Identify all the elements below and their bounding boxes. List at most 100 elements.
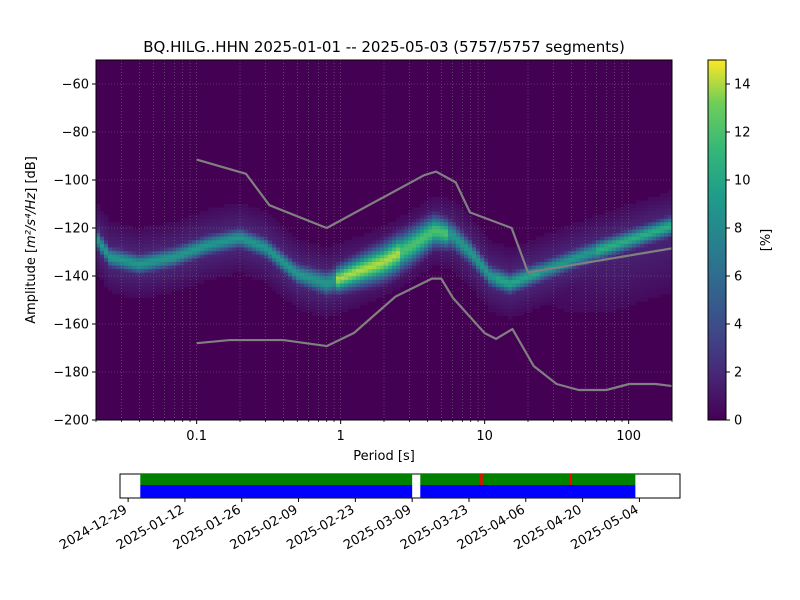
density-cell bbox=[444, 232, 449, 237]
density-cell bbox=[664, 283, 669, 288]
density-cell bbox=[292, 272, 297, 277]
density-cell bbox=[596, 279, 601, 284]
density-cell bbox=[536, 290, 541, 295]
density-cell bbox=[580, 232, 585, 237]
density-cell bbox=[480, 258, 485, 262]
density-cell bbox=[508, 286, 513, 291]
density-cell bbox=[208, 240, 213, 244]
density-cell bbox=[600, 243, 605, 248]
density-cell bbox=[592, 218, 597, 223]
density-cell bbox=[100, 225, 105, 230]
density-cell bbox=[548, 301, 553, 306]
density-cell bbox=[612, 286, 617, 291]
density-cell bbox=[616, 286, 621, 291]
x-axis: 0.1 1 10 100 bbox=[95, 420, 673, 444]
density-cell bbox=[392, 232, 397, 237]
density-cell bbox=[500, 276, 505, 280]
density-cell bbox=[616, 225, 621, 230]
density-cell bbox=[360, 258, 365, 262]
density-cell bbox=[348, 250, 353, 255]
density-cell bbox=[216, 211, 221, 216]
density-cell bbox=[120, 276, 125, 280]
density-cell bbox=[224, 261, 229, 266]
density-cell bbox=[664, 222, 669, 226]
density-cell bbox=[580, 272, 585, 277]
density-cell bbox=[204, 240, 209, 244]
density-cell bbox=[632, 258, 637, 262]
density-cell bbox=[372, 286, 377, 291]
density-cell bbox=[620, 297, 625, 302]
density-cell bbox=[328, 297, 333, 302]
density-cell bbox=[400, 214, 405, 219]
density-cell bbox=[628, 240, 633, 244]
density-cell bbox=[304, 308, 309, 313]
density-cell bbox=[448, 229, 453, 234]
density-cell bbox=[316, 258, 321, 262]
density-cell bbox=[104, 268, 109, 273]
density-cell bbox=[652, 272, 657, 277]
density-cell bbox=[184, 240, 189, 244]
density-cell bbox=[652, 196, 657, 201]
density-cell bbox=[440, 200, 445, 205]
density-cell bbox=[116, 258, 121, 262]
density-cell bbox=[116, 276, 121, 280]
density-cell bbox=[564, 272, 569, 277]
density-cell bbox=[456, 218, 461, 223]
density-cell bbox=[428, 211, 433, 216]
density-cell bbox=[596, 222, 601, 226]
density-cell bbox=[424, 236, 429, 241]
density-cell bbox=[276, 286, 281, 291]
density-cell bbox=[640, 283, 645, 288]
density-cell bbox=[560, 240, 565, 244]
density-cell bbox=[144, 286, 149, 291]
density-cell bbox=[364, 240, 369, 244]
density-cell bbox=[448, 243, 453, 248]
density-cell bbox=[364, 243, 369, 248]
density-cell bbox=[444, 207, 449, 212]
density-cell bbox=[444, 211, 449, 216]
density-cell bbox=[432, 250, 437, 255]
density-cell bbox=[556, 236, 561, 241]
density-cell bbox=[324, 247, 329, 252]
density-cell bbox=[120, 240, 125, 244]
density-cell bbox=[512, 304, 517, 309]
density-cell bbox=[156, 268, 161, 273]
density-cell bbox=[256, 211, 261, 216]
density-cell bbox=[328, 290, 333, 295]
density-cell bbox=[436, 211, 441, 216]
density-cell bbox=[96, 240, 101, 244]
density-cell bbox=[500, 254, 505, 259]
density-cell bbox=[208, 276, 213, 280]
density-cell bbox=[380, 243, 385, 248]
density-cell bbox=[220, 225, 225, 230]
density-cell bbox=[564, 225, 569, 230]
density-cell bbox=[432, 261, 437, 266]
density-cell bbox=[340, 283, 345, 288]
density-cell bbox=[340, 250, 345, 255]
density-cell bbox=[256, 243, 261, 248]
density-cell bbox=[140, 268, 145, 273]
density-cell bbox=[584, 276, 589, 280]
density-cell bbox=[668, 258, 672, 262]
density-cell bbox=[240, 250, 245, 255]
density-cell bbox=[212, 276, 217, 280]
density-cell bbox=[328, 265, 333, 270]
density-cell bbox=[496, 308, 501, 313]
density-cell bbox=[580, 258, 585, 262]
plot-grid bbox=[96, 60, 672, 420]
density-cell bbox=[612, 247, 617, 252]
density-cell bbox=[416, 265, 421, 270]
density-cell bbox=[164, 236, 169, 241]
density-cell bbox=[448, 236, 453, 241]
density-cell bbox=[528, 243, 533, 248]
density-cell bbox=[180, 236, 185, 241]
density-cell bbox=[240, 211, 245, 216]
density-cell bbox=[636, 222, 641, 226]
density-cell bbox=[260, 261, 265, 266]
density-cell bbox=[532, 247, 537, 252]
density-cell bbox=[268, 240, 273, 244]
density-cell bbox=[636, 258, 641, 262]
density-cell bbox=[236, 232, 241, 237]
density-cell bbox=[204, 229, 209, 234]
density-cell bbox=[200, 258, 205, 262]
